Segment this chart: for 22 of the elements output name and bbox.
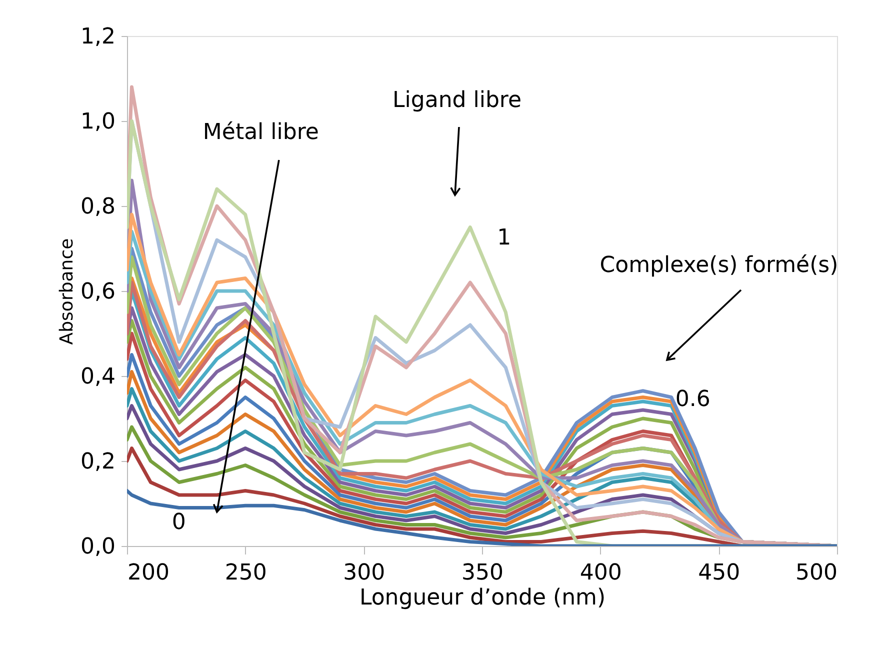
y-tick-label: 1,0 [80, 110, 116, 134]
y-tick-label: 1,2 [80, 24, 116, 50]
annotation: 0.6 [675, 386, 710, 412]
x-tick-label: 500 [796, 560, 838, 586]
x-axis-title: Longueur d’onde (nm) [359, 586, 606, 610]
annotation: 1 [497, 225, 512, 250]
y-tick-label: 0,4 [80, 364, 116, 390]
x-tick-label: 250 [224, 560, 267, 586]
annotation: Complexe(s) formé(s) [600, 253, 838, 278]
x-tick-label: 200 [128, 560, 170, 586]
y-tick-label: 0,8 [80, 194, 116, 220]
annotation: Ligand libre [392, 88, 522, 113]
x-tick-label: 450 [698, 560, 740, 586]
annotation: Métal libre [202, 120, 319, 145]
y-tick-label: 0,2 [80, 450, 116, 474]
x-tick-label: 400 [580, 560, 622, 586]
y-tick-label: 0,6 [80, 280, 116, 304]
x-tick-label: 300 [343, 560, 386, 586]
y-axis-title: Absorbance [56, 238, 78, 345]
x-tick-label: 350 [462, 560, 504, 586]
y-tick-label: 0,0 [80, 534, 116, 560]
annotation: 0 [172, 510, 186, 535]
